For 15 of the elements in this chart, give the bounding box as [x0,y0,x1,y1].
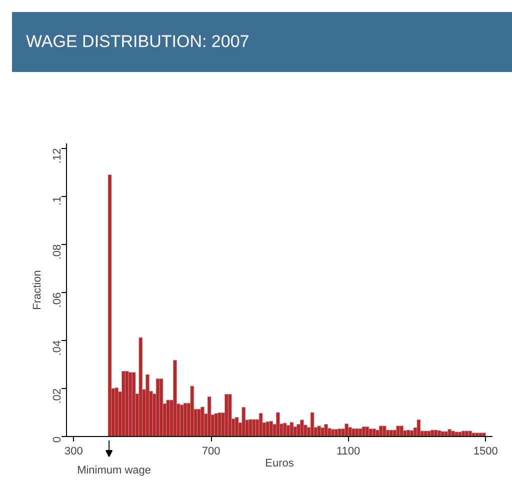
y-tick-label: .1 [52,196,64,206]
x-axis-title: Euros [265,458,294,470]
annotation: Minimum wage [77,464,152,476]
y-axis-title: Fraction [32,270,44,310]
y-tick-label: .12 [52,148,64,164]
y-tick-label: .04 [52,340,64,356]
chart-title: WAGE DISTRIBUTION: 2007 [26,31,250,53]
y-tick-label: 0 [52,436,64,443]
x-tick-label: 700 [202,446,220,458]
y-tick-label: .02 [52,388,64,404]
y-tick-label: .08 [52,244,64,260]
x-tick-label: 300 [64,446,83,458]
y-tick-label: .06 [52,292,64,308]
x-tick-label: 1500 [473,446,498,458]
x-tick-label: 1100 [336,446,360,458]
